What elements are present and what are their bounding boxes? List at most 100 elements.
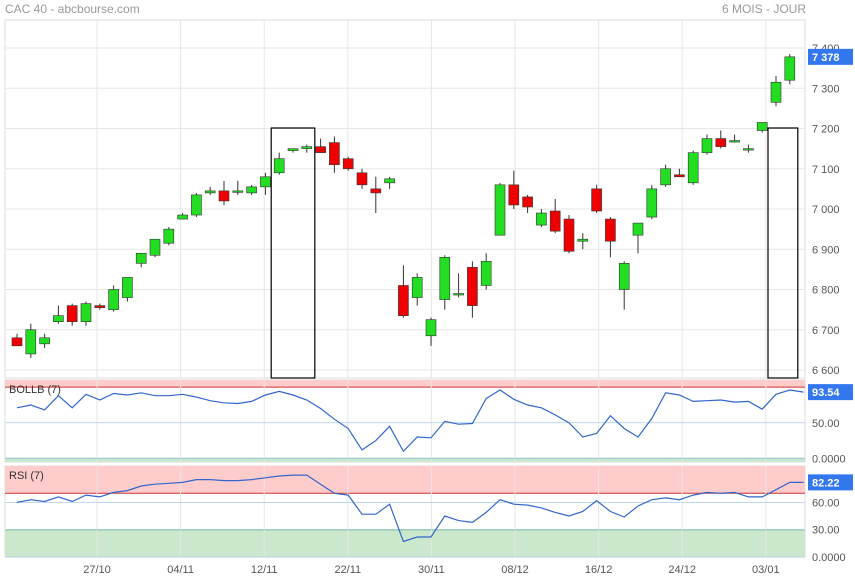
candle-up xyxy=(536,212,547,226)
candle-down xyxy=(315,146,326,153)
candle-up xyxy=(632,222,644,236)
candle-up xyxy=(301,146,313,149)
candle-up xyxy=(729,140,740,143)
candle-up xyxy=(246,186,257,194)
candle-down xyxy=(467,267,478,306)
x-tick: 22/11 xyxy=(334,564,361,576)
rsi-y-tick: 60.00 xyxy=(812,497,840,509)
x-tick: 03/01 xyxy=(752,564,780,576)
candle-up xyxy=(122,277,133,298)
candle-up xyxy=(646,188,658,218)
candle-up xyxy=(480,261,492,286)
candle-up xyxy=(701,138,713,153)
period-label: 6 MOIS - JOUR xyxy=(722,2,806,16)
candle-up xyxy=(494,184,506,236)
bollb-lower-zone xyxy=(5,458,805,462)
candle-down xyxy=(11,337,23,347)
candle-up xyxy=(204,190,216,194)
x-tick: 30/11 xyxy=(418,564,445,576)
candle-down xyxy=(370,188,382,194)
candle-down xyxy=(522,196,533,208)
candle-up xyxy=(273,158,285,174)
bollb-panel: 0.0000 50.00 BOLLB (7) 93.54 xyxy=(4,379,853,465)
candle-up xyxy=(687,152,699,184)
candle-up xyxy=(453,293,464,296)
x-tick: 16/12 xyxy=(585,564,613,576)
price-y-tick: 7 300 xyxy=(812,83,840,95)
price-y-tick: 6 800 xyxy=(812,285,840,297)
rsi-lower-zone xyxy=(5,529,805,557)
candle-up xyxy=(163,228,175,244)
x-tick: 27/10 xyxy=(83,564,111,576)
bollb-last-badge xyxy=(808,384,853,401)
candle-up xyxy=(232,190,244,193)
candle-down xyxy=(605,218,616,242)
last-price-value: 7 378 xyxy=(812,52,840,64)
x-tick: 08/12 xyxy=(501,564,529,576)
candle-up xyxy=(770,81,782,103)
bollb-upper-zone xyxy=(5,380,805,388)
candle-up xyxy=(384,178,395,184)
rsi-panel: 0.0000 30.00 60.00 RSI (7) 82.22 xyxy=(4,465,853,564)
candle-up xyxy=(743,148,754,151)
candle-down xyxy=(549,210,561,232)
rsi-last-badge xyxy=(808,474,853,491)
chart-title: CAC 40 - abcbourse.com xyxy=(5,2,140,16)
candle-up xyxy=(135,252,147,264)
bollb-label: BOLLB (7) xyxy=(9,384,61,396)
price-y-tick: 7 200 xyxy=(812,124,840,136)
price-y-tick: 6 700 xyxy=(812,325,840,337)
candle-up xyxy=(108,289,119,310)
candle-down xyxy=(398,285,409,316)
candle-up xyxy=(618,263,630,290)
candle-up xyxy=(784,56,796,81)
bollb-y-tick: 50.00 xyxy=(812,418,840,430)
candle-up xyxy=(149,238,161,256)
candle-down xyxy=(715,138,727,147)
candle-up xyxy=(411,277,423,298)
candle-up xyxy=(191,194,202,216)
candle-up xyxy=(439,256,451,300)
rsi-y-tick: 30.00 xyxy=(812,525,840,537)
candle-up xyxy=(177,214,188,220)
candle-up xyxy=(53,315,64,323)
rsi-line xyxy=(16,474,804,543)
candle-up xyxy=(660,168,671,186)
price-y-tick: 7 100 xyxy=(812,164,840,176)
candle-down xyxy=(66,305,78,323)
candle-down xyxy=(356,172,368,186)
candle-down xyxy=(591,188,602,212)
candle-down xyxy=(329,142,340,166)
candle-down xyxy=(218,190,230,202)
candle-down xyxy=(563,218,575,252)
candle-up xyxy=(756,122,768,131)
candle-up xyxy=(39,337,50,345)
price-panel: 6 600 6 700 6 800 6 900 7 000 7 100 7 200 7 300… xyxy=(4,19,853,379)
price-plot-bg xyxy=(4,19,806,379)
bollb-line xyxy=(16,389,804,453)
x-tick: 12/11 xyxy=(251,564,278,576)
rsi-label: RSI (7) xyxy=(9,470,44,482)
highlight-box xyxy=(767,127,799,379)
candle-up xyxy=(25,329,37,355)
rsi-upper-zone xyxy=(5,466,805,494)
candle-up xyxy=(577,238,589,242)
bollb-last-value: 93.54 xyxy=(812,387,840,399)
candle-up xyxy=(425,319,437,337)
candle-up xyxy=(287,148,299,151)
candle-down xyxy=(342,158,354,170)
highlight-box xyxy=(270,127,316,379)
rsi-y-tick: 0.0000 xyxy=(812,552,846,564)
x-tick: 04/11 xyxy=(167,564,194,576)
bollb-y-tick: 0.0000 xyxy=(812,453,846,465)
rsi-last-value: 82.22 xyxy=(812,477,840,489)
candle-down xyxy=(94,305,106,308)
price-y-tick: 7 000 xyxy=(812,204,840,216)
price-y-tick: 6 900 xyxy=(812,244,840,256)
candle-down xyxy=(508,184,520,206)
price-y-tick: 6 600 xyxy=(812,365,840,377)
last-price-badge xyxy=(808,48,853,65)
candle-up xyxy=(80,303,92,322)
x-tick: 24/12 xyxy=(668,564,696,576)
